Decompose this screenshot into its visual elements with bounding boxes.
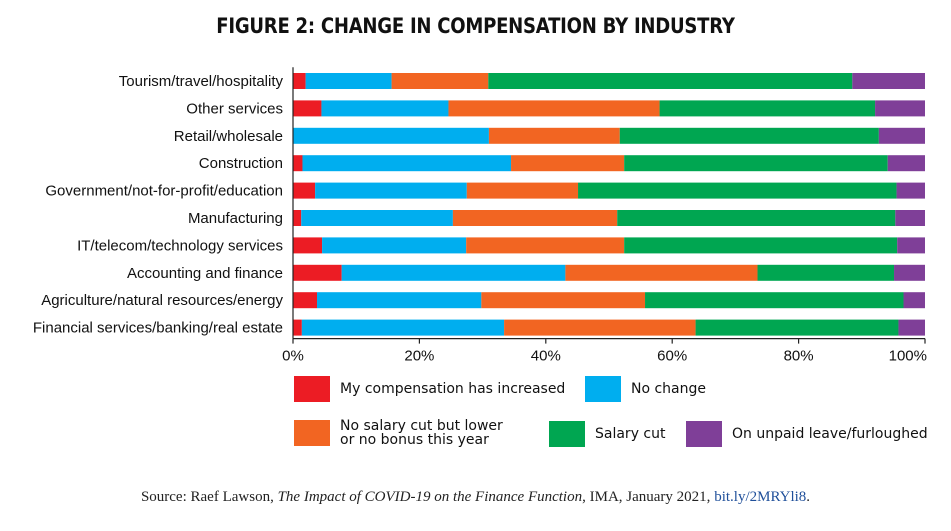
- bar-segment: [894, 264, 925, 281]
- legend-label: No change: [631, 381, 707, 397]
- bar-segment: [488, 73, 853, 89]
- legend-swatch: [294, 376, 330, 402]
- x-tick-label: 20%: [404, 348, 434, 365]
- bar-segment: [293, 155, 303, 172]
- bar-segment: [695, 319, 899, 336]
- bar-segment: [878, 127, 925, 144]
- bar-segment: [757, 264, 895, 281]
- bar-segment: [898, 319, 925, 336]
- legend-swatch: [686, 421, 722, 447]
- bar-segment: [875, 100, 925, 117]
- bar-segment: [341, 264, 566, 281]
- bar-segment: [466, 237, 625, 254]
- bar-segment: [321, 100, 449, 117]
- bar-segment: [504, 319, 696, 336]
- bar-segment: [293, 210, 302, 226]
- bar-segment: [624, 155, 888, 172]
- bar-segment: [624, 237, 898, 254]
- source-prefix: Source: Raef Lawson,: [140, 489, 278, 505]
- bar-segment: [315, 182, 467, 199]
- bar-segment: [895, 210, 925, 226]
- bar-segment: [617, 210, 896, 226]
- x-tick-label: 60%: [657, 348, 687, 365]
- category-label: Other services: [186, 100, 283, 117]
- legend-item: On unpaid leave/furloughed: [686, 421, 928, 447]
- legend-swatch: [585, 376, 621, 402]
- bar-segment: [293, 319, 302, 336]
- bar-segment: [448, 100, 660, 117]
- bar-segment: [322, 237, 467, 254]
- category-label: Accounting and finance: [127, 265, 283, 282]
- category-labels: Tourism/travel/hospitality Other services…: [33, 73, 284, 337]
- bar-segment: [897, 237, 925, 254]
- category-label: Retail/wholesale: [174, 128, 283, 145]
- source-work-title: The Impact of COVID-19 on the Finance Fu…: [277, 489, 583, 505]
- category-label: Government/not-for-profit/education: [45, 183, 283, 200]
- bar-segment: [293, 127, 489, 144]
- bar-segment: [293, 292, 318, 309]
- legend-swatch: [294, 420, 330, 446]
- stacked-bar-chart: Tourism/travel/hospitality Other services…: [33, 67, 927, 365]
- x-tick-label: 0%: [282, 348, 304, 365]
- legend-item: Salary cut: [549, 421, 666, 447]
- legend-item: No salary cut but lower or no bonus this…: [294, 419, 503, 447]
- x-tick-label: 40%: [531, 348, 561, 365]
- bar-segment: [293, 100, 322, 117]
- bar-segment: [301, 210, 453, 226]
- category-label: Financial services/banking/real estate: [33, 320, 283, 337]
- legend-label: No salary cut but lower or no bonus this…: [340, 418, 503, 448]
- bar-segment: [578, 182, 897, 199]
- bar-segment: [301, 319, 505, 336]
- category-label: Agriculture/natural resources/energy: [41, 292, 283, 309]
- source-note: Source: Raef Lawson, The Impact of COVID…: [0, 489, 951, 506]
- x-axis: 0% 20% 40% 60% 80% 100%: [282, 67, 927, 365]
- bar-segment: [302, 155, 512, 172]
- bar-segment: [659, 100, 876, 117]
- bar-segment: [452, 210, 618, 226]
- bar-segment: [852, 73, 925, 89]
- legend-swatch: [549, 421, 585, 447]
- category-label: Manufacturing: [188, 210, 283, 227]
- legend-label: On unpaid leave/furloughed: [732, 426, 928, 442]
- bar-segment: [565, 264, 758, 281]
- bar-segment: [466, 182, 579, 199]
- x-tick-label: 100%: [889, 348, 927, 365]
- source-end: .: [806, 489, 811, 505]
- bar-segment: [293, 237, 323, 254]
- legend-label: My compensation has increased: [340, 381, 566, 397]
- chart-title: FIGURE 2: CHANGE IN COMPENSATION BY INDU…: [216, 14, 735, 38]
- bar-segment: [645, 292, 904, 309]
- bar-segment: [619, 127, 879, 144]
- legend-label: Salary cut: [595, 426, 666, 442]
- source-suffix: , IMA, January 2021,: [582, 489, 715, 505]
- bar-segment: [293, 182, 316, 199]
- bar-segment: [481, 292, 646, 309]
- x-tick-label: 80%: [784, 348, 814, 365]
- bar-segment: [305, 73, 392, 89]
- bar-segment: [511, 155, 625, 172]
- bar-segment: [391, 73, 489, 89]
- legend-item: No change: [585, 376, 706, 402]
- source-link[interactable]: bit.ly/2MRYli8: [714, 489, 807, 505]
- bar-segment: [317, 292, 482, 309]
- category-label: Construction: [199, 155, 283, 172]
- legend-item: My compensation has increased: [294, 376, 565, 402]
- category-label: Tourism/travel/hospitality: [119, 73, 284, 90]
- category-label: IT/telecom/technology services: [77, 237, 283, 254]
- bar-segment: [293, 73, 306, 89]
- bar-segment: [896, 182, 925, 199]
- bar-segment: [293, 264, 342, 281]
- bar-segment: [887, 155, 925, 172]
- bar-segment: [488, 127, 620, 144]
- bar-segments: [293, 73, 925, 336]
- bar-segment: [903, 292, 925, 309]
